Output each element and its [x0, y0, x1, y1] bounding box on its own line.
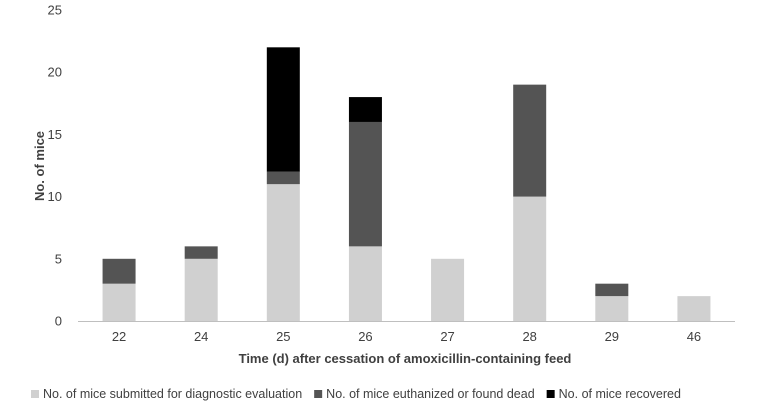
bar-segment: [184, 258, 218, 321]
y-tick-label: 10: [48, 189, 62, 204]
bar-segment: [266, 184, 300, 321]
legend-label: No. of mice recovered: [559, 387, 681, 401]
y-axis-title: No. of mice: [32, 131, 47, 201]
x-tick-label: 46: [687, 329, 701, 344]
legend: No. of mice submitted for diagnostic eva…: [31, 387, 681, 401]
x-tick-label: 27: [440, 329, 454, 344]
x-axis-ticks: 22 24 25 26 27 28 29 46: [112, 329, 701, 344]
y-tick-label: 20: [48, 65, 62, 80]
bar-segment: [102, 258, 136, 284]
bar-segment: [513, 196, 547, 321]
x-tick-label: 22: [112, 329, 126, 344]
x-axis-title: Time (d) after cessation of amoxicillin-…: [239, 351, 572, 366]
bar-segment: [513, 84, 547, 197]
bar-segment: [184, 246, 218, 259]
x-tick-label: 24: [194, 329, 208, 344]
bar-segment: [677, 296, 711, 321]
bar-segment: [348, 121, 382, 247]
bar-segment: [348, 246, 382, 321]
y-tick-label: 0: [55, 314, 62, 329]
bars-group: [102, 47, 711, 321]
legend-label: No. of mice submitted for diagnostic eva…: [43, 387, 302, 401]
legend-swatch: [314, 390, 323, 398]
bar-segment: [595, 283, 629, 297]
bar-segment: [266, 47, 300, 172]
x-tick-label: 26: [358, 329, 372, 344]
x-tick-label: 29: [605, 329, 619, 344]
legend-swatch: [31, 390, 39, 398]
y-tick-label: 15: [48, 127, 62, 142]
bar-segment: [431, 258, 465, 321]
bar-segment: [595, 296, 629, 321]
bar-segment: [102, 283, 136, 321]
bar-segment: [348, 97, 382, 122]
x-tick-label: 25: [276, 329, 290, 344]
x-tick-label: 28: [522, 329, 536, 344]
y-axis-ticks: 0 5 10 15 20 25: [48, 3, 62, 329]
y-tick-label: 25: [48, 3, 62, 18]
legend-swatch: [546, 390, 555, 398]
bar-segment: [266, 171, 300, 185]
legend-label: No. of mice euthanized or found dead: [326, 387, 535, 401]
y-tick-label: 5: [55, 251, 62, 266]
